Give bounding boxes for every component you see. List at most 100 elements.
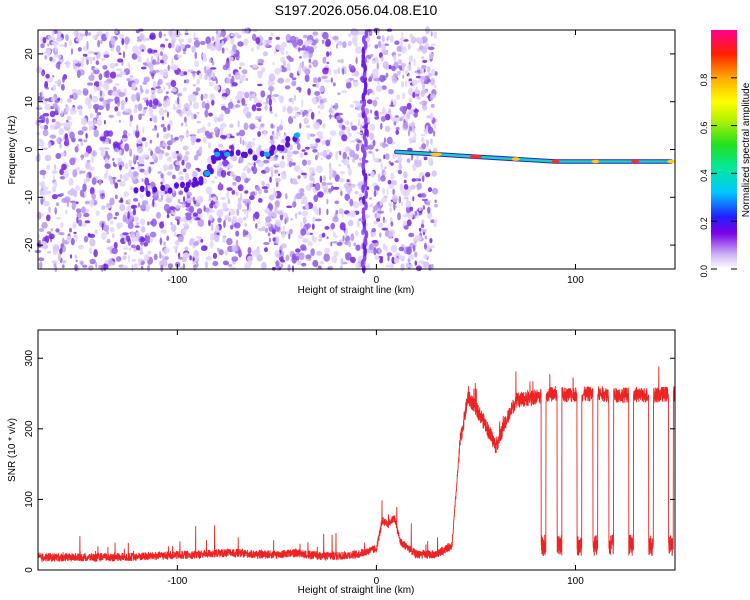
spectrogram-noise-cell bbox=[148, 99, 153, 108]
spectrogram-noise-cell bbox=[352, 201, 360, 209]
spectrogram-trace-cell bbox=[247, 148, 253, 155]
spectrogram-noise-cell bbox=[329, 106, 333, 115]
spectrogram-noise-cell bbox=[211, 61, 215, 66]
spectrogram-noise-cell bbox=[184, 172, 190, 181]
spectrogram-noise-cell bbox=[311, 97, 318, 103]
spectrogram-noise-cell bbox=[255, 102, 262, 108]
spectrogram-noise-cell bbox=[340, 171, 345, 175]
spectrogram-noise-cell bbox=[260, 123, 265, 127]
spectrogram-carrier-peak bbox=[511, 157, 520, 161]
spectrogram-noise-cell bbox=[52, 244, 59, 248]
spectrogram-noise-cell bbox=[238, 95, 241, 99]
spectrogram-noise-cell bbox=[130, 93, 137, 102]
spectrogram-noise-cell bbox=[183, 71, 188, 76]
spectrogram-noise-cell bbox=[129, 75, 134, 78]
spectrogram-streak-cell bbox=[362, 195, 366, 205]
spectrogram-noise-cell bbox=[149, 32, 156, 40]
spectrogram-noise-cell bbox=[237, 41, 244, 47]
spectrogram-noise-cell bbox=[88, 247, 93, 254]
spectrogram-noise-cell bbox=[46, 214, 51, 222]
spectrogram-noise-cell bbox=[62, 237, 65, 245]
spectrogram-noise-cell bbox=[52, 75, 55, 78]
spectrogram-noise-cell bbox=[272, 95, 275, 101]
spectrogram-noise-cell bbox=[178, 190, 184, 195]
spectrogram-noise-cell bbox=[388, 160, 391, 165]
spectrogram-noise-cell bbox=[221, 96, 227, 100]
spectrogram-noise-cell bbox=[121, 38, 125, 46]
spectrogram-noise-cell bbox=[290, 218, 294, 221]
spectrogram-noise-cell bbox=[157, 80, 161, 87]
spectrogram-noise-cell bbox=[168, 164, 174, 170]
spectrogram-noise-cell bbox=[123, 252, 128, 255]
spectrogram-noise-cell bbox=[433, 221, 437, 228]
spectrogram-noise-cell bbox=[420, 91, 425, 97]
spectrogram-noise-cell bbox=[182, 51, 186, 55]
spectrogram-noise-cell bbox=[59, 193, 64, 197]
spectrogram-noise-cell bbox=[406, 246, 412, 255]
spectrogram-noise-cell bbox=[380, 162, 383, 171]
spectrogram-noise-cell bbox=[430, 138, 433, 145]
spectrogram-noise-cell bbox=[315, 138, 321, 143]
spectrogram-noise-cell bbox=[93, 249, 98, 258]
spectrogram-noise-cell bbox=[324, 79, 331, 83]
spectrogram-noise-cell bbox=[434, 204, 438, 208]
spectrogram-noise-cell bbox=[368, 44, 371, 47]
spectrogram-noise-cell bbox=[212, 196, 217, 202]
spectrogram-noise-cell bbox=[73, 189, 78, 198]
spectrogram-noise-cell bbox=[316, 251, 323, 256]
spectrogram-noise-cell bbox=[160, 229, 167, 234]
spectrogram-noise-cell bbox=[60, 110, 64, 116]
spectrogram-noise-cell bbox=[140, 237, 146, 243]
spectrogram-noise-cell bbox=[332, 241, 338, 244]
spectrogram-noise-cell bbox=[64, 210, 68, 215]
spectrogram-trace-cell bbox=[194, 180, 200, 187]
spectrogram-noise-cell bbox=[373, 77, 380, 82]
spectrogram-noise-cell bbox=[46, 251, 52, 254]
spectrogram-noise-cell bbox=[119, 180, 126, 187]
spectrogram-noise-cell bbox=[413, 108, 419, 113]
spectrogram-noise-cell bbox=[388, 64, 392, 70]
spectrogram-noise-cell bbox=[204, 261, 209, 269]
spectrogram-noise-cell bbox=[87, 97, 92, 105]
spectrogram-noise-cell bbox=[83, 152, 89, 158]
spectrogram-noise-cell bbox=[300, 244, 307, 251]
spectrogram-noise-cell bbox=[51, 118, 56, 123]
spectrogram-noise-cell bbox=[433, 130, 436, 137]
spectrogram-noise-cell bbox=[154, 69, 160, 73]
spectrogram-noise-cell bbox=[74, 146, 79, 153]
spectrogram-noise-cell bbox=[208, 192, 212, 201]
spectrogram-noise-cell bbox=[162, 68, 169, 77]
spectrogram-noise-cell bbox=[317, 191, 324, 198]
spectrogram-noise-cell bbox=[43, 124, 49, 130]
spectrogram-noise-cell bbox=[72, 169, 78, 178]
spectrogram-noise-cell bbox=[197, 111, 200, 115]
spectrogram-noise-cell bbox=[80, 261, 84, 266]
spectrogram-noise-cell bbox=[246, 202, 250, 211]
spectrogram-noise-cell bbox=[116, 73, 123, 78]
spectrogram-noise-cell bbox=[41, 90, 44, 98]
spectrogram-noise-cell bbox=[430, 31, 433, 37]
spectrogram-noise-cell bbox=[237, 217, 244, 224]
spectrogram-noise-cell bbox=[40, 197, 44, 205]
spectrogram-trace-cell bbox=[285, 136, 291, 143]
spectrogram-noise-cell bbox=[285, 254, 290, 261]
spectrogram-noise-cell bbox=[412, 196, 415, 202]
spectrogram-noise-cell bbox=[105, 169, 108, 176]
spectrogram-noise-cell bbox=[148, 106, 154, 114]
spectrogram-noise-cell bbox=[100, 40, 103, 44]
spectrogram-noise-cell bbox=[430, 103, 435, 108]
spectrogram-carrier-peak bbox=[667, 159, 675, 164]
spectrogram-noise-cell bbox=[81, 154, 84, 161]
spectrogram-noise-cell bbox=[281, 230, 286, 239]
spectrogram-noise-cell bbox=[93, 67, 100, 71]
spectrogram-noise-cell bbox=[122, 255, 127, 260]
spectrogram-noise-cell bbox=[194, 51, 197, 60]
spectrogram-streak-cell bbox=[361, 184, 365, 194]
spectrogram-noise-cell bbox=[59, 248, 63, 255]
spectrogram-noise-cell bbox=[369, 76, 372, 81]
spectrogram-noise-cell bbox=[389, 207, 393, 213]
spectrogram-noise-cell bbox=[418, 260, 425, 264]
spectrogram-noise-cell bbox=[329, 130, 337, 136]
spectrogram-trace-cell bbox=[229, 150, 235, 157]
spectrogram-noise-cell bbox=[183, 155, 189, 162]
